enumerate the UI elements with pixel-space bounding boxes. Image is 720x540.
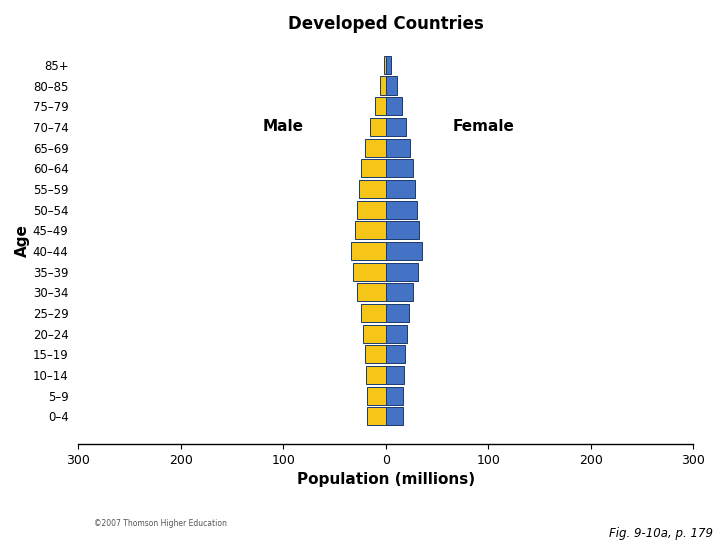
Bar — [386, 325, 408, 343]
Bar — [355, 221, 386, 239]
Text: Fig. 9-10a, p. 179: Fig. 9-10a, p. 179 — [609, 527, 713, 540]
Title: Developed Countries: Developed Countries — [288, 15, 484, 33]
Bar — [375, 97, 386, 116]
Bar — [386, 407, 403, 426]
Bar — [386, 180, 415, 198]
Bar — [386, 77, 397, 94]
Bar — [386, 304, 409, 322]
Bar — [386, 118, 406, 136]
Bar — [386, 387, 403, 405]
Bar — [363, 325, 386, 343]
Bar — [386, 159, 413, 177]
Bar — [366, 366, 386, 384]
Bar — [357, 200, 386, 219]
Bar — [384, 56, 386, 74]
Bar — [351, 242, 386, 260]
Text: Male: Male — [263, 119, 304, 134]
Bar — [379, 77, 386, 94]
Bar — [367, 407, 386, 426]
Bar — [386, 242, 421, 260]
Bar — [365, 138, 386, 157]
Bar — [359, 180, 386, 198]
Bar — [361, 304, 386, 322]
Bar — [386, 56, 391, 74]
Bar — [386, 200, 418, 219]
Bar — [365, 345, 386, 363]
Bar — [386, 138, 410, 157]
Bar — [386, 97, 402, 116]
Text: ©2007 Thomson Higher Education: ©2007 Thomson Higher Education — [94, 519, 227, 529]
Bar — [386, 366, 404, 384]
Y-axis label: Age: Age — [15, 224, 30, 257]
Bar — [386, 262, 418, 281]
Bar — [386, 345, 405, 363]
X-axis label: Population (millions): Population (millions) — [297, 472, 474, 487]
Text: Female: Female — [452, 119, 514, 134]
Bar — [370, 118, 386, 136]
Bar — [367, 387, 386, 405]
Bar — [361, 159, 386, 177]
Bar — [357, 283, 386, 301]
Bar — [386, 221, 420, 239]
Bar — [386, 283, 413, 301]
Bar — [353, 262, 386, 281]
